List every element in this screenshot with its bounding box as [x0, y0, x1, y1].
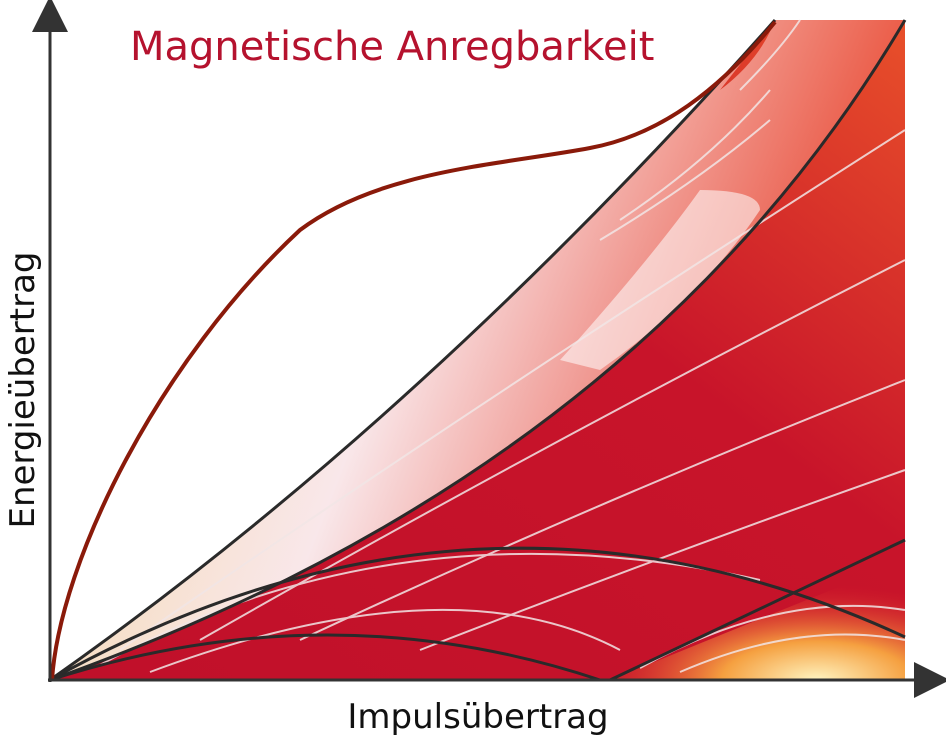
boundary-lines [49, 19, 907, 682]
band-region [50, 20, 905, 680]
x-axis-label: Impulsübertrag [347, 697, 608, 737]
title: Magnetische Anregbarkeit [130, 24, 654, 70]
band-region [560, 190, 760, 370]
y-axis-label: Energieübertrag [3, 251, 43, 528]
dispersion-curve [50, 20, 777, 681]
